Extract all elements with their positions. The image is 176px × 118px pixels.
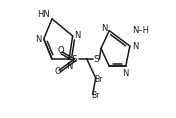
Text: N: N bbox=[101, 24, 108, 33]
Text: N: N bbox=[122, 69, 129, 78]
Text: Br: Br bbox=[95, 75, 103, 84]
Text: Br: Br bbox=[92, 91, 100, 100]
Text: N: N bbox=[74, 31, 81, 40]
Text: N: N bbox=[132, 42, 139, 51]
Text: N–H: N–H bbox=[132, 26, 149, 35]
Text: O: O bbox=[58, 46, 64, 55]
Text: HN: HN bbox=[37, 10, 50, 19]
Text: N: N bbox=[66, 62, 72, 71]
Text: N: N bbox=[35, 35, 42, 44]
Text: O: O bbox=[55, 67, 61, 76]
Text: S: S bbox=[93, 55, 99, 63]
Text: S: S bbox=[72, 55, 77, 63]
